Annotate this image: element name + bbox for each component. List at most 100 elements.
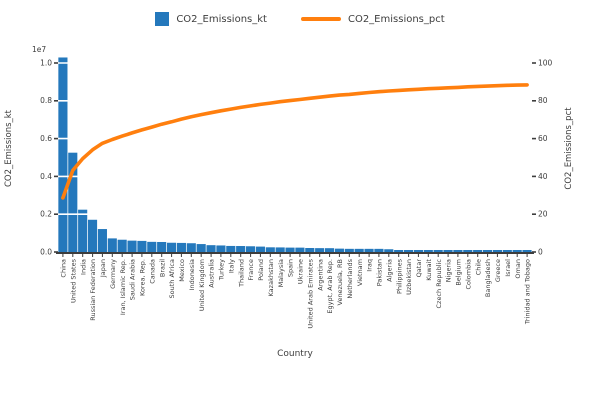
x-tick-label: United Kingdom (198, 259, 206, 311)
x-tick-label: Trinidad and Tobago (524, 259, 532, 325)
right-tick-label: 20 (538, 210, 548, 219)
cumulative-line (61, 83, 529, 200)
bar-Philippines (394, 250, 404, 252)
legend-item-line: CO2_Emissions_pct (300, 13, 445, 25)
bar-Belgium (453, 250, 463, 252)
bar-Argentina (315, 248, 325, 252)
right-tick-label: 40 (538, 172, 548, 181)
bar-Canada (147, 241, 157, 252)
right-tick-label: 60 (538, 134, 548, 143)
bar-United-States (68, 152, 78, 252)
bar-Algeria (384, 249, 394, 252)
bar-Uzbekistan (403, 250, 414, 252)
x-tick-label: Uzbekistan (405, 259, 413, 295)
x-tick-label: Pakistan (376, 259, 384, 286)
x-tick-label: Saudi Arabia (129, 259, 137, 300)
bar-Iraq (364, 248, 374, 252)
x-tick-label: Argentina (316, 259, 324, 291)
x-tick-label: Egypt, Arab Rep. (326, 259, 334, 314)
bar-South-Africa (166, 242, 177, 252)
right-tick-label: 80 (538, 96, 548, 105)
bar-Mexico (176, 242, 186, 252)
bar-Czech-Republic (433, 250, 443, 252)
bar-Ukraine (295, 247, 305, 252)
x-tick-label: Belgium (455, 259, 463, 286)
x-tick-label: Nigeria (445, 259, 453, 282)
x-tick-label: Poland (257, 259, 265, 281)
bar-Italy (226, 245, 236, 252)
x-tick-label: Brazil (158, 259, 166, 277)
bar-Thailand (236, 246, 246, 252)
bar-Turkey (216, 245, 226, 252)
bar-Russian-Federation (87, 219, 98, 252)
x-tick-label: Russian Federation (89, 259, 97, 321)
x-tick-label: Qatar (415, 259, 423, 278)
left-tick-label: 0.0 (40, 247, 52, 256)
bar-China (58, 57, 68, 253)
bar-Kuwait (423, 250, 433, 252)
bar-Iran-Islamic-Rep- (117, 239, 127, 252)
bar-Colombia (463, 250, 473, 252)
legend-line-label: CO2_Emissions_pct (347, 13, 445, 25)
bar-France (245, 246, 256, 252)
left-tick-label: 0.4 (40, 172, 52, 181)
right-tick-label: 100 (538, 58, 553, 67)
x-tick-label: Greece (494, 259, 502, 282)
x-tick-label: Philippines (395, 258, 403, 294)
bar-Netherlands (344, 248, 354, 252)
left-tick-label: 0.2 (40, 210, 52, 219)
x-tick-label: Thailand (237, 259, 245, 288)
x-tick-label: Kazakhstan (267, 259, 275, 296)
x-tick-label: France (247, 259, 255, 281)
x-tick-label: Korea, Rep. (139, 259, 147, 296)
x-tick-label: Venezuela, RB (336, 259, 344, 306)
bar-Vietnam (354, 248, 364, 252)
legend-bar-label: CO2_Emissions_kt (176, 13, 267, 25)
x-tick-label: Czech Republic (435, 259, 443, 309)
x-tick-label: Israel (504, 259, 512, 277)
bar-Japan (97, 229, 107, 252)
x-tick-label: Germany (109, 259, 117, 289)
bar-Germany (107, 238, 117, 252)
x-tick-label: Japan (99, 259, 107, 278)
bar-series-swatch-icon (155, 12, 170, 26)
x-tick-label: Canada (148, 259, 156, 284)
x-tick-label: Chile (474, 259, 482, 275)
bar-Spain (285, 247, 295, 252)
right-axis-title: CO2_Emissions_pct (564, 107, 574, 190)
bar-Indonesia (186, 243, 196, 252)
x-tick-label: Turkey (218, 259, 226, 281)
left-axis-offset-text: 1e7 (32, 45, 46, 54)
bar-Bangladesh (482, 250, 493, 252)
x-tick-label: Iran, Islamic Rep. (119, 259, 127, 315)
left-tick-label: 1.0 (40, 58, 52, 67)
left-axis-title: CO2_Emissions_kt (4, 109, 14, 187)
bar-India (78, 209, 88, 252)
bar-Qatar (413, 250, 423, 252)
x-tick-label: India (79, 259, 87, 275)
bar-Israel (502, 250, 512, 252)
x-tick-label: Oman (514, 259, 522, 279)
bar-Kazakhstan (265, 247, 275, 252)
x-tick-label: Kuwait (425, 259, 433, 281)
bar-Malaysia (275, 247, 285, 252)
x-tick-label: Vietnam (356, 259, 364, 286)
chart-legend: CO2_Emissions_kt CO2_Emissions_pct (0, 12, 600, 26)
bar-Saudi-Arabia (127, 240, 137, 252)
bar-Greece (492, 250, 502, 252)
x-tick-label: Australia (208, 259, 216, 288)
x-tick-label: Colombia (464, 259, 472, 290)
x-tick-label: South Africa (168, 259, 176, 299)
x-tick-label: Indonesia (188, 259, 196, 290)
x-tick-label: Mexico (178, 259, 186, 282)
x-tick-label: Malaysia (277, 259, 285, 287)
x-tick-label: Italy (227, 259, 235, 273)
bar-Poland (255, 246, 265, 252)
x-tick-label: United Arab Emirates (306, 258, 314, 328)
x-tick-label: Spain (287, 259, 295, 277)
left-tick-label: 0.8 (40, 96, 52, 105)
x-tick-label: Iraq (366, 259, 374, 272)
x-tick-label: China (60, 259, 68, 278)
bar-Korea-Rep- (137, 240, 147, 252)
